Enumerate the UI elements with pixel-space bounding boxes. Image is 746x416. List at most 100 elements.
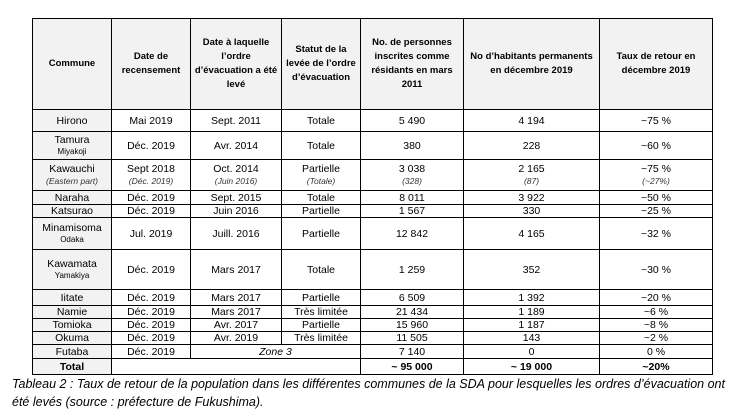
census-cell-value: Déc. 2019 (127, 306, 175, 318)
commune-cell-value: Okuma (55, 332, 89, 344)
table-row: Kawamata Yamakiya Déc. 2019 Mars 2017 Totale… (32, 249, 713, 290)
status-cell: Totale (281, 131, 361, 160)
pop2011-cell-value: 1 567 (398, 205, 426, 217)
pop2019-cell-note: (87) (523, 176, 540, 186)
lift-date-cell-value: Avr. 2014 (213, 139, 259, 152)
header-lift-date: Date à laquelle l’ordre d’évacuation a é… (190, 18, 282, 110)
status-cell: Totale (281, 190, 361, 205)
pop2011-cell: 12 842 (360, 217, 464, 250)
status-cell: Très limitée (281, 331, 361, 345)
status-cell-note: (Totale) (306, 176, 336, 186)
commune-cell-note: Yamakiya (54, 270, 90, 280)
status-cell-value: Partielle (302, 319, 340, 331)
total-row: Total ~ 95 000 ~ 19 000 ~20% (32, 358, 713, 375)
pop2019-cell: 3 922 (463, 190, 600, 205)
lift-date-cell-value: Avr. 2017 (213, 319, 259, 331)
rate-cell: ~30 % (599, 249, 713, 290)
rate-cell: ~75 % (599, 109, 713, 132)
commune-cell-value: Minamisoma (42, 221, 102, 234)
rate-cell-value: ~32 % (640, 227, 672, 240)
commune-cell: Okuma (32, 331, 112, 345)
rate-cell: ~32 % (599, 217, 713, 250)
status-cell-value: Totale (306, 263, 336, 276)
status-cell: Partielle (281, 318, 361, 332)
status-cell: Très limitée (281, 305, 361, 319)
census-cell: Déc. 2019 (111, 249, 191, 290)
census-cell: Déc. 2019 (111, 344, 191, 359)
commune-cell: Kawauchi (Eastern part) (32, 159, 112, 191)
total-rate: ~20% (599, 358, 713, 375)
rate-cell-value: ~25 % (640, 205, 672, 217)
census-cell: Déc. 2019 (111, 305, 191, 319)
commune-cell-value: Kawamata (47, 257, 97, 270)
rate-cell: ~50 % (599, 190, 713, 205)
census-cell: Déc. 2019 (111, 204, 191, 218)
pop2011-cell-value: 15 960 (395, 319, 429, 331)
census-cell-value: Déc. 2019 (127, 139, 175, 152)
commune-cell: Namie (32, 305, 112, 319)
pop2011-cell: 11 505 (360, 331, 464, 345)
zone-cell: Zone 3 (190, 344, 361, 359)
header-commune: Commune (32, 18, 112, 110)
pop2019-cell: 352 (463, 249, 600, 290)
commune-cell-note: Miyakoji (57, 146, 87, 156)
total-pop2011: ~ 95 000 (360, 358, 464, 375)
pop2019-cell-value: 4 165 (518, 227, 545, 240)
commune-cell: Minamisoma Odaka (32, 217, 112, 250)
lift-date-cell: Sept. 2015 (190, 190, 282, 205)
commune-cell: Tomioka (32, 318, 112, 332)
pop2019-cell-value: 228 (522, 139, 541, 152)
rate-cell-value: ~50 % (640, 191, 672, 204)
commune-cell: Kawamata Yamakiya (32, 249, 112, 290)
empty-cell (111, 358, 361, 375)
table-caption: Tableau 2 : Taux de retour de la populat… (12, 377, 725, 409)
rate-cell-value: ~75 % (640, 163, 672, 175)
status-cell: Partielle (281, 217, 361, 250)
census-cell-value: Déc. 2019 (127, 205, 175, 217)
table-row: Iitate Déc. 2019 Mars 2017 Partielle 6 509 1 … (32, 289, 713, 306)
rate-cell: ~6 % (599, 305, 713, 319)
table-row: Naraha Déc. 2019 Sept. 2015 Totale 8 011 3 92… (32, 190, 713, 205)
census-cell: Déc. 2019 (111, 318, 191, 332)
total-label: Total (32, 358, 112, 375)
pop2011-cell: 8 011 (360, 190, 464, 205)
table-row: Katsurao Déc. 2019 Juin 2016 Partielle 1 567… (32, 204, 713, 218)
pop2011-cell: 7 140 (360, 344, 464, 359)
pop2019-cell-value: 3 922 (518, 191, 545, 204)
census-cell: Déc. 2019 (111, 131, 191, 160)
pop2019-cell-value: 4 194 (518, 114, 545, 127)
status-cell: Partielle (Totale) (281, 159, 361, 191)
table-row: Kawauchi (Eastern part) Sept 2018 (Déc. 201… (32, 159, 713, 191)
rate-cell: ~2 % (599, 331, 713, 345)
rate-cell: 0 % (599, 344, 713, 359)
rate-cell-note: (~27%) (642, 176, 670, 186)
pop2011-cell: 1 567 (360, 204, 464, 218)
pop2011-cell-value: 1 259 (398, 263, 426, 276)
census-cell-value: Déc. 2019 (127, 332, 175, 344)
status-cell-value: Très limitée (294, 306, 348, 318)
commune-cell-value: Iitate (60, 291, 84, 304)
pop2011-cell-value: 6 509 (398, 291, 426, 304)
commune-cell-value: Tamura (54, 133, 90, 146)
lift-date-cell-value: Mars 2017 (211, 306, 261, 318)
census-cell: Sept 2018 (Déc. 2019) (111, 159, 191, 191)
lift-date-cell: Mars 2017 (190, 249, 282, 290)
commune-cell-value: Kawauchi (49, 163, 95, 175)
pop2019-cell-value: 143 (522, 332, 541, 344)
table-row: Hirono Mai 2019 Sept. 2011 Totale 5 490 4 194… (32, 109, 713, 132)
census-cell-value: Mai 2019 (129, 114, 173, 127)
pop2019-cell-value: 330 (522, 205, 541, 217)
rate-cell-value: ~20 % (640, 291, 672, 304)
status-cell: Totale (281, 109, 361, 132)
pop2011-cell: 5 490 (360, 109, 464, 132)
rate-cell-value: ~60 % (640, 139, 672, 152)
lift-date-cell-value: Juin 2016 (213, 205, 259, 217)
header-pop-2019: No d’habitants permanents en décembre 20… (463, 18, 600, 110)
rate-cell: ~60 % (599, 131, 713, 160)
commune-cell: Futaba (32, 344, 112, 359)
commune-cell: Tamura Miyakoji (32, 131, 112, 160)
lift-date-cell: Avr. 2014 (190, 131, 282, 160)
pop2019-cell-value: 352 (522, 263, 541, 276)
pop2019-cell: 4 194 (463, 109, 600, 132)
lift-date-cell-value: Avr. 2019 (213, 332, 259, 344)
